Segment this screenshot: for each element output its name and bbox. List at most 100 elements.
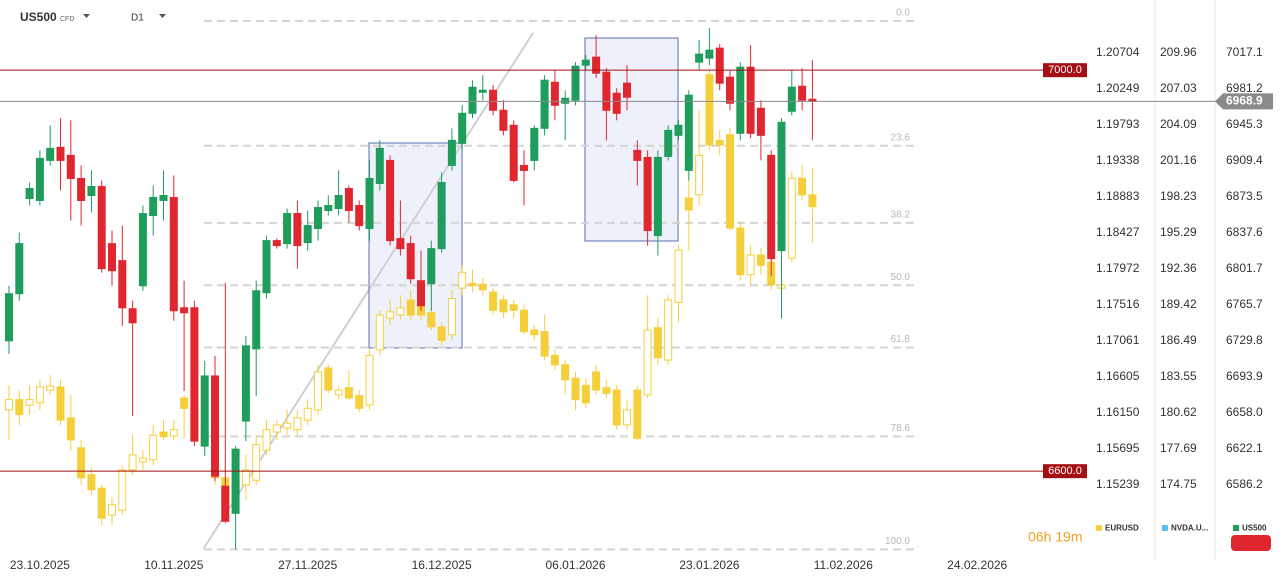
legend-swatch [1096, 525, 1102, 531]
candle-body [458, 112, 467, 144]
candle-body [66, 154, 75, 179]
nvda-tick-label: 186.49 [1160, 333, 1197, 347]
candle-body [437, 181, 446, 250]
last-price-label: 6968.9 [1226, 94, 1263, 108]
candle-body [427, 312, 436, 328]
nvda-tick-label: 180.62 [1160, 405, 1197, 419]
us500-tick-label: 6873.5 [1226, 189, 1263, 203]
candle-body [787, 86, 796, 112]
candle-body [365, 354, 374, 406]
nvda-tick-label: 192.36 [1160, 261, 1197, 275]
candle-body [499, 299, 508, 313]
us500-tick-label: 6729.8 [1226, 333, 1263, 347]
timeframe-dropdown[interactable] [159, 14, 166, 18]
candle-body [767, 154, 776, 260]
symbol-dropdown[interactable] [83, 14, 90, 18]
candle-body [427, 248, 436, 285]
candle-body [550, 354, 559, 366]
candle-body [118, 469, 127, 511]
candle-body [674, 124, 683, 136]
candle-body [633, 149, 642, 161]
candle-body [87, 185, 96, 196]
candle-body [334, 389, 343, 396]
legend-label: US500 [1242, 524, 1267, 533]
candle-body [520, 309, 528, 333]
candle-body [314, 207, 322, 230]
eurusd-tick-label: 1.19793 [1096, 117, 1140, 131]
candle-body [509, 304, 518, 311]
candle-body [798, 85, 807, 101]
candle-body [5, 293, 13, 342]
candle-body [643, 329, 652, 396]
nvda-tick-label: 174.75 [1160, 477, 1197, 491]
us500-tick-label: 6586.2 [1226, 477, 1263, 491]
action-button[interactable] [1231, 535, 1271, 551]
candle-body [808, 194, 817, 208]
us500-tick-label: 6801.7 [1226, 261, 1263, 275]
candle-body [561, 364, 570, 381]
candle-body [375, 147, 384, 184]
eurusd-tick-label: 1.15239 [1096, 477, 1140, 491]
x-tick-label: 23.01.2026 [679, 558, 739, 572]
nvda-tick-label: 177.69 [1160, 441, 1197, 455]
x-tick-label: 16.12.2025 [412, 558, 472, 572]
candle-body [97, 185, 106, 270]
us500-tick-label: 6981.2 [1226, 81, 1263, 95]
candle-body [612, 92, 621, 114]
candle-body [169, 196, 178, 312]
candle-body [303, 225, 312, 244]
candle-body [509, 124, 518, 181]
timeframe[interactable]: D1 [131, 13, 144, 24]
candle-body [118, 260, 127, 309]
candle-body [355, 205, 364, 227]
candle-body [5, 399, 13, 411]
candle-body [530, 127, 539, 161]
candle-body [417, 280, 425, 307]
eurusd-tick-label: 1.16150 [1096, 405, 1140, 419]
candle-body [602, 387, 611, 394]
candle-body [180, 307, 189, 314]
candle-body [46, 385, 55, 391]
eurusd-tick-label: 1.20249 [1096, 81, 1140, 95]
candle-body [499, 109, 508, 131]
candle-body [726, 76, 734, 104]
candle-body [592, 371, 601, 391]
candle-body [138, 213, 147, 287]
candle-body [726, 134, 734, 229]
x-tick-label: 23.10.2025 [10, 558, 70, 572]
us500-tick-label: 6837.6 [1226, 225, 1263, 239]
candle-body [355, 395, 364, 409]
candle-body [653, 327, 662, 359]
candle-body [787, 177, 796, 259]
candle-body [664, 299, 673, 361]
candle-body [458, 271, 467, 289]
nvda-tick-label: 207.03 [1160, 81, 1197, 95]
candle-body [128, 308, 137, 324]
candle-body [15, 243, 24, 295]
candle-body [386, 311, 395, 319]
candle-body [406, 299, 415, 316]
candle-body [314, 371, 322, 411]
fib-label: 50.0 [891, 272, 911, 283]
candle-body [46, 147, 55, 161]
candle-body [643, 156, 652, 232]
us500-tick-label: 6909.4 [1226, 153, 1263, 167]
candle-body [35, 386, 44, 404]
candle-body [715, 47, 724, 84]
candle-body [695, 53, 704, 63]
candle-body [272, 424, 281, 433]
candle-body [262, 240, 271, 294]
candle-body [489, 89, 498, 111]
x-tick-label: 10.11.2025 [144, 558, 203, 572]
eurusd-tick-label: 1.16605 [1096, 369, 1140, 383]
eurusd-tick-label: 1.18883 [1096, 189, 1140, 203]
candle-body [293, 213, 302, 247]
symbol-suffix: CFD [60, 16, 74, 23]
us500-tick-label: 6945.3 [1226, 117, 1263, 131]
candle-body [581, 384, 590, 404]
candle-body [241, 469, 250, 486]
candle-body [159, 194, 168, 202]
candle-body [437, 326, 446, 341]
